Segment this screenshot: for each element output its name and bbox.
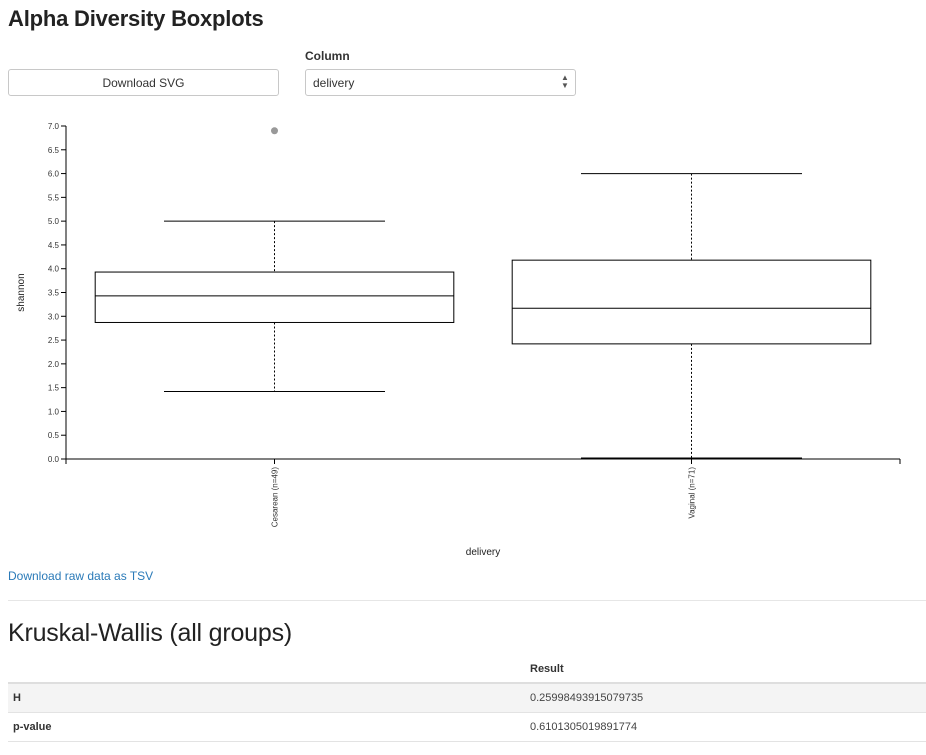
kruskal-wallis-table: Result H 0.25998493915079735 p-value 0.6… — [8, 655, 926, 742]
y-tick-label: 7.0 — [48, 122, 60, 131]
row-label-h: H — [8, 683, 525, 713]
y-tick-label: 5.0 — [48, 217, 60, 226]
y-tick-label: 4.0 — [48, 265, 60, 274]
y-tick-label: 5.5 — [48, 193, 60, 202]
download-svg-button[interactable]: Download SVG — [8, 69, 279, 96]
row-value-h: 0.25998493915079735 — [525, 683, 926, 713]
page-title: Alpha Diversity Boxplots — [8, 6, 264, 31]
x-tick-label: Cesarean (n=49) — [271, 467, 280, 528]
y-tick-label: 1.5 — [48, 384, 60, 393]
y-tick-label: 3.5 — [48, 289, 60, 298]
y-axis-label: shannon — [16, 273, 27, 311]
x-axis-label: delivery — [466, 547, 500, 558]
y-tick-label: 0.0 — [48, 455, 60, 464]
table-row: p-value 0.6101305019891774 — [8, 712, 926, 742]
download-raw-tsv-link[interactable]: Download raw data as TSV — [8, 569, 154, 583]
kruskal-wallis-title: Kruskal-Wallis (all groups) — [8, 619, 293, 647]
x-tick-label: Vaginal (n=71) — [688, 467, 697, 519]
y-tick-label: 1.0 — [48, 407, 60, 416]
y-tick-label: 4.5 — [48, 241, 60, 250]
table-row: H 0.25998493915079735 — [8, 683, 926, 713]
y-tick-label: 2.0 — [48, 360, 60, 369]
y-tick-label: 2.5 — [48, 336, 60, 345]
y-tick-label: 0.5 — [48, 431, 60, 440]
y-tick-label: 6.0 — [48, 170, 60, 179]
download-svg-label: Download SVG — [102, 75, 185, 90]
table-header-empty — [8, 655, 525, 684]
row-value-p-value: 0.6101305019891774 — [525, 712, 926, 742]
row-label-p-value: p-value — [8, 712, 525, 742]
column-select-value: delivery — [313, 75, 355, 90]
alpha-diversity-boxplot-chart: 0.0 0.5 1.0 1.5 2.0 2.5 3.0 3.5 4.0 4.5 5.0 5.5 6.0 6… — [16, 122, 901, 558]
section-divider — [8, 600, 926, 601]
select-updown-icon: ▲ ▼ — [561, 73, 569, 90]
column-label: Column — [305, 49, 350, 63]
column-select[interactable]: delivery ▲ ▼ — [305, 69, 576, 96]
y-tick-label: 3.0 — [48, 312, 60, 321]
box — [511, 259, 872, 345]
y-tick-label: 6.5 — [48, 146, 60, 155]
box — [94, 271, 455, 323]
table-header-row: Result — [8, 655, 926, 684]
outlier-point — [271, 127, 278, 135]
table-header-result: Result — [525, 655, 926, 684]
